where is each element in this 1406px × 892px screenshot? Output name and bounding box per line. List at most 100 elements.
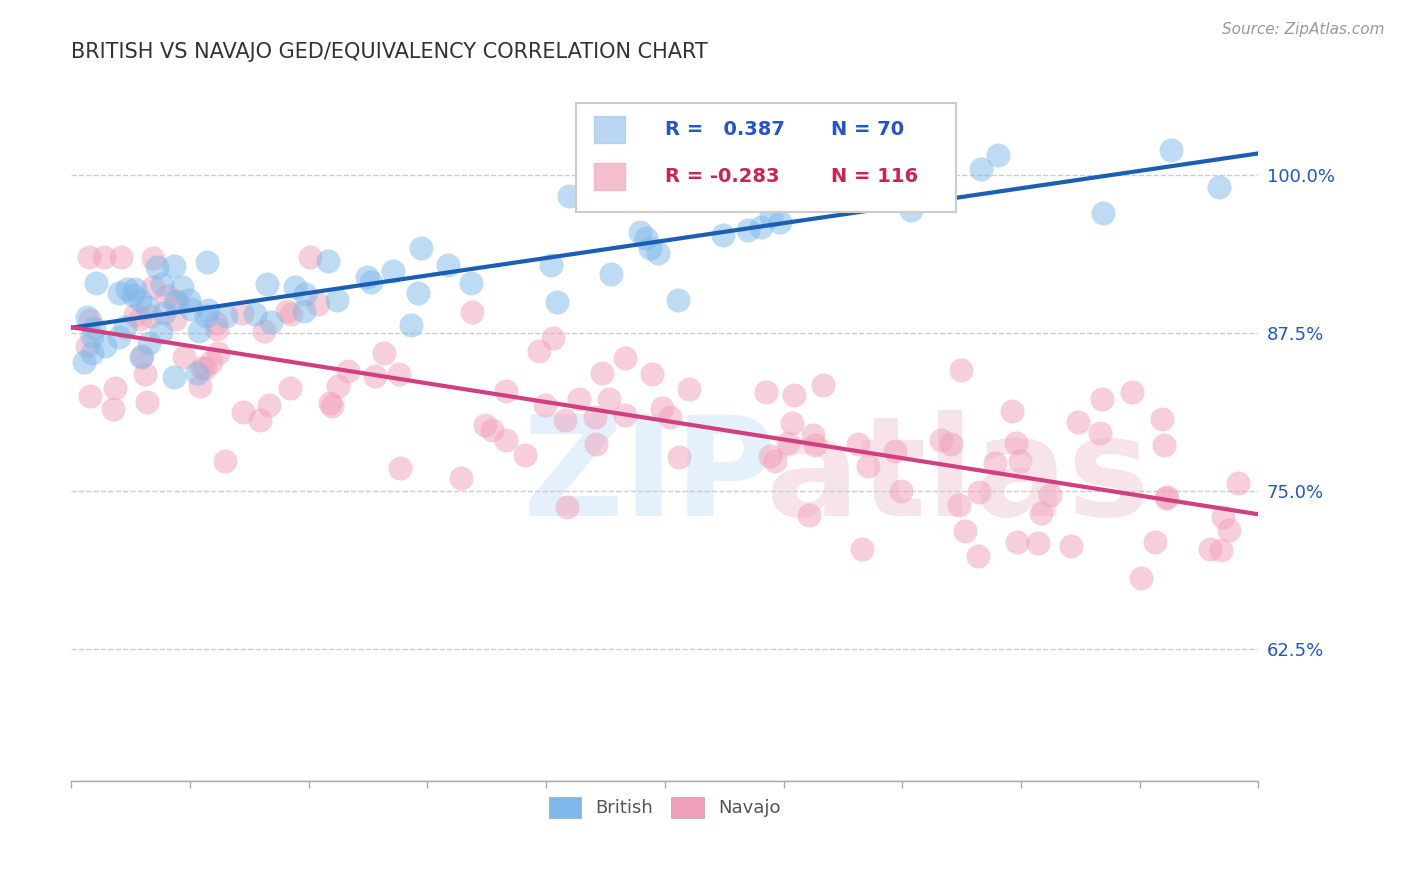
Point bbox=[146, 260, 169, 274]
Point bbox=[967, 549, 990, 563]
Point bbox=[205, 322, 228, 336]
Point bbox=[598, 392, 620, 407]
Point bbox=[481, 423, 503, 437]
Point bbox=[162, 259, 184, 273]
Point bbox=[136, 300, 159, 314]
FancyBboxPatch shape bbox=[593, 163, 626, 190]
Point bbox=[437, 258, 460, 272]
Point bbox=[1001, 404, 1024, 418]
Point bbox=[495, 384, 517, 399]
Point bbox=[204, 316, 226, 330]
Point bbox=[533, 398, 555, 412]
Point bbox=[591, 366, 613, 380]
Point bbox=[83, 321, 105, 335]
Point bbox=[307, 296, 329, 310]
Point bbox=[801, 428, 824, 442]
Point bbox=[640, 241, 662, 255]
Point bbox=[194, 309, 217, 323]
Point bbox=[1091, 392, 1114, 406]
Point bbox=[173, 350, 195, 364]
Point bbox=[114, 320, 136, 334]
Point bbox=[1028, 536, 1050, 550]
Point bbox=[142, 251, 165, 265]
Point bbox=[411, 241, 433, 255]
Point bbox=[769, 215, 792, 229]
Point bbox=[628, 225, 651, 239]
Point bbox=[186, 366, 208, 380]
Point bbox=[187, 324, 209, 338]
Point bbox=[131, 349, 153, 363]
Point bbox=[659, 409, 682, 424]
Text: atlas: atlas bbox=[766, 409, 1150, 545]
Point bbox=[399, 318, 422, 332]
Point bbox=[450, 471, 472, 485]
Point bbox=[326, 293, 349, 307]
Point bbox=[294, 287, 316, 301]
Point bbox=[759, 449, 782, 463]
Point bbox=[163, 370, 186, 384]
Point bbox=[970, 161, 993, 176]
Point bbox=[641, 367, 664, 381]
Text: N = 116: N = 116 bbox=[831, 168, 918, 186]
Point bbox=[495, 434, 517, 448]
Point bbox=[804, 438, 827, 452]
Point bbox=[460, 276, 482, 290]
Point bbox=[540, 258, 562, 272]
Point bbox=[249, 412, 271, 426]
Point bbox=[1088, 425, 1111, 440]
Point bbox=[583, 410, 606, 425]
Point bbox=[987, 148, 1010, 162]
Point bbox=[1199, 541, 1222, 556]
Point bbox=[555, 500, 578, 515]
Point bbox=[651, 401, 673, 415]
Point bbox=[165, 311, 187, 326]
Point bbox=[94, 338, 117, 352]
Point bbox=[1226, 476, 1249, 491]
Point bbox=[967, 485, 990, 500]
Point bbox=[257, 398, 280, 412]
Point bbox=[321, 399, 343, 413]
Point bbox=[280, 307, 302, 321]
Point bbox=[1066, 415, 1088, 429]
Point bbox=[107, 330, 129, 344]
Point bbox=[232, 405, 254, 419]
Point bbox=[82, 345, 104, 359]
Point bbox=[166, 293, 188, 308]
Text: R = -0.283: R = -0.283 bbox=[665, 168, 779, 186]
Point bbox=[197, 255, 219, 269]
Point bbox=[215, 309, 238, 323]
Point bbox=[141, 309, 163, 323]
Point bbox=[231, 305, 253, 319]
Point bbox=[84, 276, 107, 290]
Point bbox=[104, 381, 127, 395]
Point bbox=[737, 222, 759, 236]
Point bbox=[76, 310, 98, 324]
Point bbox=[568, 392, 591, 407]
Point bbox=[373, 346, 395, 360]
Point bbox=[1160, 143, 1182, 157]
Point bbox=[763, 454, 786, 468]
Point bbox=[558, 188, 581, 202]
Point bbox=[82, 329, 104, 343]
Point bbox=[950, 363, 973, 377]
Point bbox=[783, 388, 806, 402]
Point bbox=[1208, 180, 1230, 194]
Point bbox=[1152, 412, 1174, 426]
Point bbox=[77, 251, 100, 265]
Point bbox=[1092, 205, 1115, 219]
Point bbox=[585, 437, 607, 451]
Point bbox=[153, 305, 176, 319]
Point bbox=[79, 389, 101, 403]
Point bbox=[121, 287, 143, 301]
Point bbox=[79, 313, 101, 327]
Text: ZIP: ZIP bbox=[523, 409, 776, 545]
Point bbox=[364, 369, 387, 384]
Point bbox=[360, 275, 382, 289]
Point bbox=[1121, 384, 1143, 399]
Point bbox=[1008, 454, 1031, 468]
Point bbox=[939, 436, 962, 450]
Point bbox=[110, 251, 132, 265]
Point bbox=[984, 456, 1007, 470]
Text: R =   0.387: R = 0.387 bbox=[665, 120, 785, 139]
Point bbox=[107, 285, 129, 300]
